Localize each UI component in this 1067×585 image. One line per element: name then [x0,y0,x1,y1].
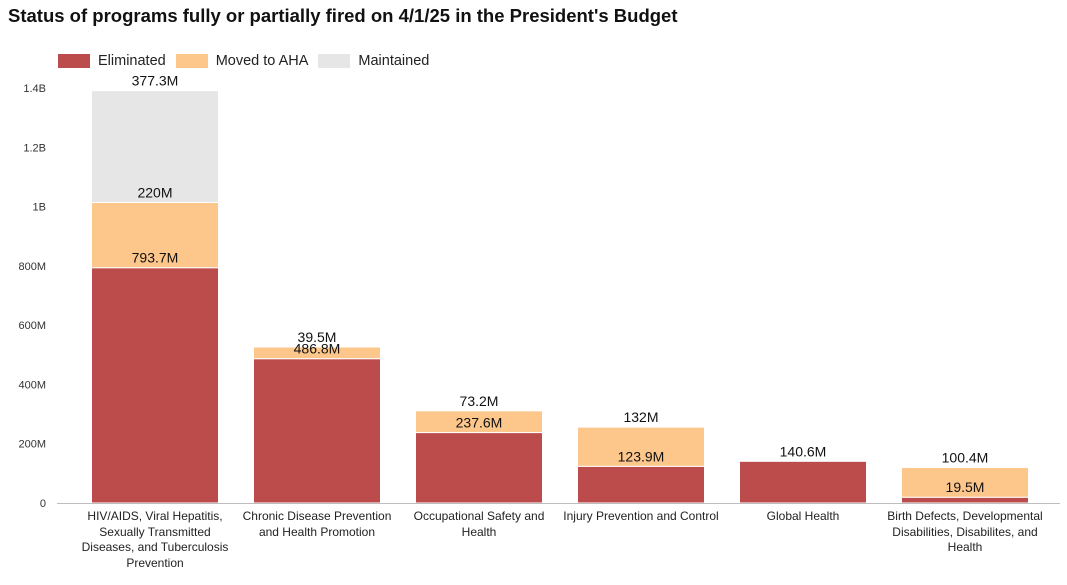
legend-swatch-eliminated [58,54,90,68]
bar-segment-moved-to-aha[interactable] [577,426,705,467]
data-label-moved-to-aha: 73.2M [460,393,499,409]
y-tick-label: 1.4B [23,83,46,95]
y-tick-label: 800M [18,261,46,273]
data-label-moved-to-aha: 39.5M [298,329,337,345]
y-tick-label: 1.2B [23,142,46,154]
legend-label-maintained: Maintained [358,53,430,69]
bar-segment-moved-to-aha[interactable] [415,410,543,434]
category-label: HIV/AIDS, Viral Hepatitis, Sexually Tran… [81,509,229,570]
legend-item-moved-to-aha[interactable]: Moved to AHA [175,53,309,69]
bar-segment-eliminated[interactable] [415,432,543,504]
data-label-eliminated: 793.7M [132,250,179,266]
data-label-moved-to-aha: 220M [137,185,172,201]
bar-segment-eliminated[interactable] [253,358,381,504]
bar-segment-moved-to-aha[interactable] [253,346,381,360]
legend-label-eliminated: Eliminated [98,53,166,69]
legend-swatch-maintained [318,54,351,68]
data-label-maintained: 377.3M [132,73,179,89]
y-axis: 0 200M 400M 600M 800M 1B 1.2B 1.4B [18,83,46,510]
data-label-moved-to-aha: 100.4M [942,449,989,465]
chart-title: Status of programs fully or partially fi… [8,5,678,26]
category-label: Global Health [766,509,840,523]
y-tick-label: 1B [33,202,46,214]
data-label-eliminated: 237.6M [456,415,503,431]
data-label-eliminated: 19.5M [946,479,985,495]
bar-segment-maintained[interactable] [91,90,219,204]
category-label: Birth Defects, Developmental Disabilitie… [887,509,1043,554]
data-label-moved-to-aha: 132M [623,409,658,425]
y-tick-label: 0 [40,498,46,510]
y-tick-label: 400M [18,379,46,391]
bar-segment-eliminated[interactable] [91,267,219,504]
legend-item-eliminated[interactable]: Eliminated [58,53,166,69]
category-label: Occupational Safety and Health [413,509,545,539]
category-label: Injury Prevention and Control [563,509,719,523]
legend-swatch-moved-to-aha [175,54,208,68]
y-tick-label: 600M [18,320,46,332]
legend-label-moved-to-aha: Moved to AHA [215,53,309,69]
bars [91,90,1029,504]
y-tick-label: 200M [18,439,46,451]
data-label-eliminated: 123.9M [618,448,665,464]
legend-item-maintained[interactable]: Maintained [318,53,429,69]
legend: Eliminated Moved to AHA Maintained [58,51,439,71]
bar-segment-eliminated[interactable] [739,460,867,504]
category-label: Chronic Disease Prevention and Health Pr… [242,509,392,539]
bar-segment-eliminated[interactable] [901,496,1029,504]
data-label-eliminated: 486.8M [294,341,341,357]
data-label-eliminated: 140.6M [780,443,827,459]
bar-segment-moved-to-aha[interactable] [91,202,219,269]
bar-segment-eliminated[interactable] [577,465,705,504]
bar-segment-moved-to-aha[interactable] [901,466,1029,498]
